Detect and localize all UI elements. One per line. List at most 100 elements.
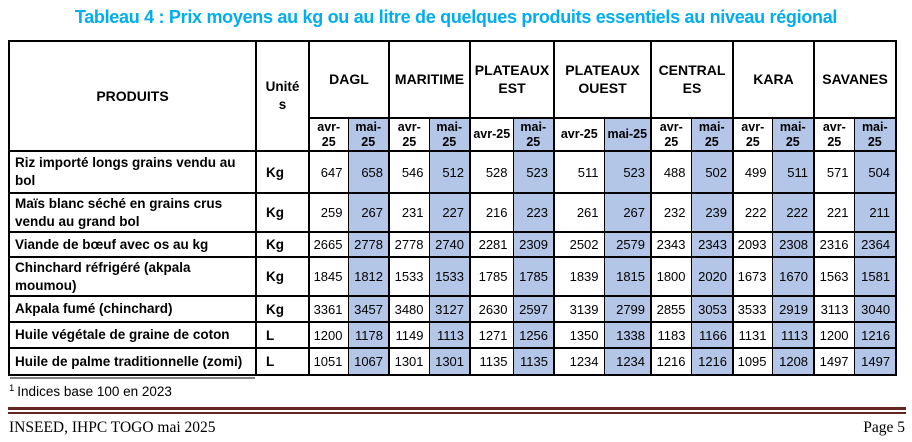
region-header-row: PRODUITS Unités DAGL MARITIME PLATEAUX E… [8, 40, 897, 152]
price-mai25-cell: 211 [853, 191, 897, 234]
price-mai25-cell: 1166 [690, 321, 734, 350]
price-mai25-cell: 1670 [771, 256, 815, 298]
product-name-cell: Riz importé longs grains vendu au bol [8, 150, 257, 194]
price-mai25-cell: 1533 [428, 256, 471, 298]
product-name-cell: Maïs blanc séché en grains crus vendu au… [8, 191, 257, 234]
price-avr25-cell: 2316 [813, 231, 855, 259]
price-mai25-cell: 1497 [853, 347, 897, 377]
product-name-cell: Huile végétale de graine de coton [8, 321, 257, 350]
price-avr25-cell: 1131 [732, 321, 773, 350]
price-mai25-cell: 3040 [853, 295, 897, 324]
price-avr25-cell: 1563 [813, 256, 855, 298]
region-header-plateaux-ouest: PLATEAUX OUEST [553, 40, 652, 119]
price-avr25-cell: 1135 [469, 347, 514, 377]
product-name-cell: Viande de bœuf avec os au kg [8, 231, 257, 259]
period-header-mai: mai-25 [771, 117, 815, 152]
price-avr25-cell: 647 [308, 150, 349, 194]
price-avr25-cell: 259 [308, 191, 349, 234]
price-avr25-cell: 1785 [469, 256, 514, 298]
price-mai25-cell: 504 [853, 150, 897, 194]
footnote: 1 Indices base 100 en 2023 [9, 383, 172, 399]
unit-cell: Kg [255, 231, 310, 259]
price-mai25-cell: 511 [771, 150, 815, 194]
price-avr25-cell: 511 [553, 150, 605, 194]
period-header-mai: mai-25 [512, 117, 555, 152]
period-header-avr: avr-25 [469, 117, 514, 152]
footnote-text: Indices base 100 en 2023 [17, 384, 172, 399]
price-mai25-cell: 658 [347, 150, 390, 194]
price-mai25-cell: 1113 [428, 321, 471, 350]
price-avr25-cell: 528 [469, 150, 514, 194]
footer-source-text: INSEED, IHPC TOGO mai 2025 [9, 419, 216, 436]
price-avr25-cell: 1051 [308, 347, 349, 377]
price-avr25-cell: 1200 [813, 321, 855, 350]
price-avr25-cell: 1216 [650, 347, 692, 377]
price-avr25-cell: 261 [553, 191, 605, 234]
price-mai25-cell: 1812 [347, 256, 390, 298]
price-mai25-cell: 2778 [347, 231, 390, 259]
price-avr25-cell: 221 [813, 191, 855, 234]
price-avr25-cell: 1497 [813, 347, 855, 377]
product-name-cell: Huile de palme traditionnelle (zomi) [8, 347, 257, 377]
table-header: PRODUITS Unités DAGL MARITIME PLATEAUX E… [8, 40, 897, 152]
period-header-mai: mai-25 [347, 117, 390, 152]
price-mai25-cell: 223 [512, 191, 555, 234]
price-avr25-cell: 1149 [388, 321, 430, 350]
price-mai25-cell: 523 [512, 150, 555, 194]
price-mai25-cell: 227 [428, 191, 471, 234]
price-avr25-cell: 2855 [650, 295, 692, 324]
price-avr25-cell: 2281 [469, 231, 514, 259]
price-mai25-cell: 1338 [603, 321, 652, 350]
price-mai25-cell: 2597 [512, 295, 555, 324]
unit-cell: L [255, 321, 310, 350]
price-mai25-cell: 3127 [428, 295, 471, 324]
price-mai25-cell: 502 [690, 150, 734, 194]
price-avr25-cell: 1095 [732, 347, 773, 377]
table-row: Huile de palme traditionnelle (zomi) L 105… [8, 347, 897, 377]
page-footer: INSEED, IHPC TOGO mai 2025 Page 5 [9, 419, 905, 437]
price-mai25-cell: 1785 [512, 256, 555, 298]
price-avr25-cell: 2778 [388, 231, 430, 259]
region-header-kara: KARA [732, 40, 815, 119]
period-header-mai: mai-25 [428, 117, 471, 152]
price-mai25-cell: 512 [428, 150, 471, 194]
price-avr25-cell: 2343 [650, 231, 692, 259]
price-mai25-cell: 1067 [347, 347, 390, 377]
price-avr25-cell: 1800 [650, 256, 692, 298]
table-row: Viande de bœuf avec os au kg Kg 2665 2778 27… [8, 231, 897, 259]
region-header-dagl: DAGL [307, 40, 390, 119]
price-mai25-cell: 1581 [853, 256, 897, 298]
products-column-header: PRODUITS [8, 40, 257, 152]
table-row: Riz importé longs grains vendu au bol Kg 6… [8, 150, 897, 194]
price-mai25-cell: 2919 [771, 295, 815, 324]
period-header-avr: avr-25 [308, 117, 349, 152]
price-avr25-cell: 2502 [553, 231, 605, 259]
price-avr25-cell: 232 [650, 191, 692, 234]
price-mai25-cell: 2364 [853, 231, 897, 259]
price-mai25-cell: 1216 [690, 347, 734, 377]
period-header-mai: mai-25 [690, 117, 734, 152]
product-name-cell: Chinchard réfrigéré (akpala moumou) [8, 256, 257, 298]
price-mai25-cell: 267 [603, 191, 652, 234]
price-avr25-cell: 231 [388, 191, 430, 234]
price-avr25-cell: 1845 [308, 256, 349, 298]
unit-cell: Kg [255, 256, 310, 298]
price-avr25-cell: 1839 [553, 256, 605, 298]
price-mai25-cell: 2343 [690, 231, 734, 259]
price-avr25-cell: 222 [732, 191, 773, 234]
table-row: Akpala fumé (chinchard) Kg 3361 3457 3480 312… [8, 295, 897, 324]
price-avr25-cell: 3533 [732, 295, 773, 324]
table-row: Chinchard réfrigéré (akpala moumou) Kg 184… [8, 256, 897, 298]
period-header-mai: mai-25 [603, 117, 652, 152]
price-mai25-cell: 1815 [603, 256, 652, 298]
price-avr25-cell: 571 [813, 150, 855, 194]
price-avr25-cell: 3480 [388, 295, 430, 324]
region-header-savanes: SAVANES [813, 40, 897, 119]
price-mai25-cell: 523 [603, 150, 652, 194]
region-header-plateaux-est: PLATEAUX EST [469, 40, 555, 119]
price-avr25-cell: 546 [388, 150, 430, 194]
price-mai25-cell: 3053 [690, 295, 734, 324]
table-body: Riz importé longs grains vendu au bol Kg 6… [8, 150, 897, 377]
price-avr25-cell: 1200 [308, 321, 349, 350]
price-avr25-cell: 1673 [732, 256, 773, 298]
